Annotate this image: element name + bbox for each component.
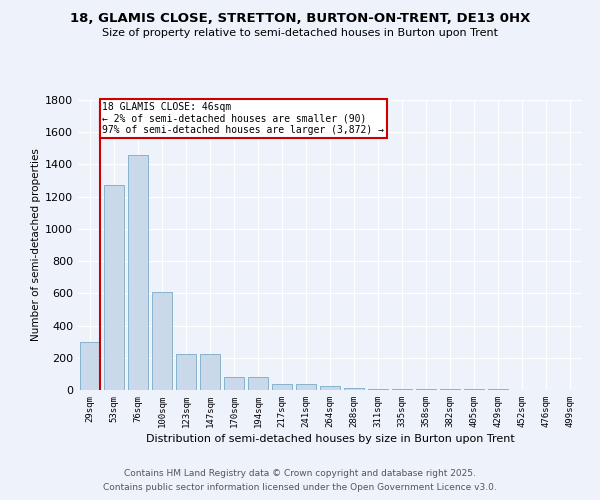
- Text: 18 GLAMIS CLOSE: 46sqm
← 2% of semi-detached houses are smaller (90)
97% of semi: 18 GLAMIS CLOSE: 46sqm ← 2% of semi-deta…: [103, 102, 385, 135]
- Y-axis label: Number of semi-detached properties: Number of semi-detached properties: [31, 148, 41, 342]
- Bar: [224, 377, 244, 390]
- Bar: [200, 354, 220, 390]
- Bar: [248, 377, 268, 390]
- Bar: [320, 386, 340, 390]
- Text: Contains public sector information licensed under the Open Government Licence v3: Contains public sector information licen…: [103, 484, 497, 492]
- Bar: [128, 155, 148, 390]
- Bar: [344, 388, 364, 390]
- Text: Size of property relative to semi-detached houses in Burton upon Trent: Size of property relative to semi-detach…: [102, 28, 498, 38]
- Bar: [464, 389, 484, 390]
- Bar: [392, 389, 412, 390]
- Bar: [368, 389, 388, 390]
- Bar: [416, 389, 436, 390]
- Bar: [152, 292, 172, 390]
- Bar: [440, 389, 460, 390]
- X-axis label: Distribution of semi-detached houses by size in Burton upon Trent: Distribution of semi-detached houses by …: [146, 434, 514, 444]
- Bar: [488, 389, 508, 390]
- Bar: [104, 186, 124, 390]
- Text: 18, GLAMIS CLOSE, STRETTON, BURTON-ON-TRENT, DE13 0HX: 18, GLAMIS CLOSE, STRETTON, BURTON-ON-TR…: [70, 12, 530, 26]
- Bar: [176, 354, 196, 390]
- Bar: [80, 342, 100, 390]
- Bar: [272, 384, 292, 390]
- Bar: [296, 384, 316, 390]
- Text: Contains HM Land Registry data © Crown copyright and database right 2025.: Contains HM Land Registry data © Crown c…: [124, 468, 476, 477]
